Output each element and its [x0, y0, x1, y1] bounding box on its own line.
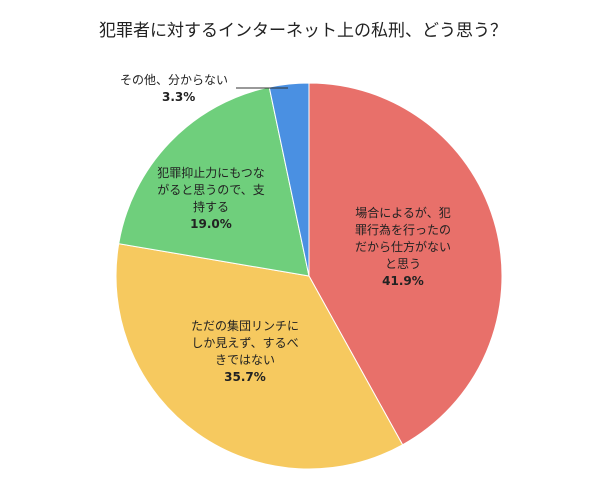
slice-label: その他、分からない 3.3% — [120, 72, 238, 106]
pie-slice — [268, 82, 310, 277]
pie-slice — [115, 243, 404, 470]
pie-slice — [308, 82, 503, 446]
pie-slice — [118, 86, 310, 277]
category-label: 場合によるが、犯罪行為を行ったのだから仕方がないと思う — [354, 206, 451, 271]
category-label: 犯罪抑止力にもつながると思うので、支持する — [157, 166, 265, 214]
slice-label: ただの集団リンチにしか見えず、するべきではない 35.7% — [190, 318, 300, 386]
value-label: 41.9% — [382, 274, 424, 288]
slice-label: 場合によるが、犯罪行為を行ったのだから仕方がないと思う 41.9% — [350, 205, 456, 290]
chart-title: 犯罪者に対するインターネット上の私刑、どう思う？ — [99, 21, 507, 41]
value-label: 35.7% — [224, 370, 266, 384]
category-label: ただの集団リンチにしか見えず、するべきではない — [190, 319, 299, 367]
category-label: その他、分からない — [120, 73, 229, 87]
value-label: 3.3% — [162, 90, 196, 104]
value-label: 19.0% — [190, 217, 232, 231]
slice-label: 犯罪抑止力にもつながると思うので、支持する 19.0% — [152, 165, 270, 233]
